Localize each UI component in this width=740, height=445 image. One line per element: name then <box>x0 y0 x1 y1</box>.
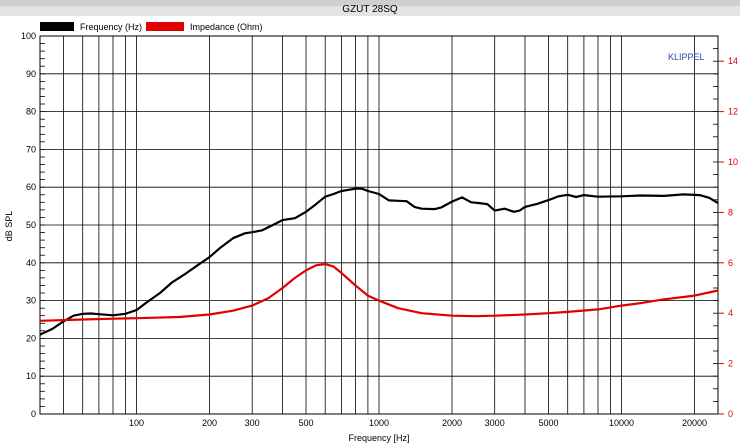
legend-label-impedance: Impedance (Ohm) <box>190 22 263 32</box>
y2-tick-label: 4 <box>728 308 733 318</box>
x-tick-label: 5000 <box>538 418 558 428</box>
y-tick-label: 80 <box>26 107 36 117</box>
y-tick-label: 0 <box>31 409 36 419</box>
frequency-response-line <box>39 187 719 336</box>
x-tick-label: 100 <box>129 418 144 428</box>
window-top-bar <box>0 0 740 16</box>
y2-tick-label: 14 <box>728 56 738 66</box>
legend: Frequency (Hz) Impedance (Ohm) <box>40 22 263 32</box>
y-axis-labels: 0 10 20 30 40 50 60 70 80 90 100 <box>21 31 36 419</box>
y2-tick-label: 12 <box>728 107 738 117</box>
y-tick-label: 100 <box>21 31 36 41</box>
y-tick-label: 60 <box>26 182 36 192</box>
y-tick-label: 40 <box>26 258 36 268</box>
y2-tick-label: 0 <box>728 409 733 419</box>
window-top-fade <box>0 0 740 6</box>
y-axis-title: dB SPL <box>4 211 14 242</box>
legend-label-frequency: Frequency (Hz) <box>80 22 142 32</box>
series-lines <box>39 187 719 336</box>
chart-title: GZUT 28SQ <box>342 4 398 15</box>
x-tick-label: 10000 <box>609 418 634 428</box>
y-tick-label: 70 <box>26 144 36 154</box>
x-tick-label: 20000 <box>682 418 707 428</box>
legend-swatch-impedance <box>146 22 184 31</box>
x-tick-label: 200 <box>202 418 217 428</box>
x-tick-label: 300 <box>245 418 260 428</box>
y2-tick-label: 8 <box>728 207 733 217</box>
y-tick-label: 90 <box>26 69 36 79</box>
brand-label: KLIPPEL <box>668 52 705 62</box>
x-tick-label: 1000 <box>369 418 389 428</box>
y2-tick-label: 10 <box>728 157 738 167</box>
y-tick-label: 20 <box>26 333 36 343</box>
tick-marks <box>40 35 724 415</box>
y2-tick-label: 2 <box>728 359 733 369</box>
x-tick-label: 2000 <box>442 418 462 428</box>
x-axis-labels: 100 200 300 500 1000 2000 3000 5000 10000 20000 <box>129 418 707 428</box>
legend-swatch-frequency <box>40 22 74 31</box>
x-axis-title: Frequency [Hz] <box>348 433 409 443</box>
y-tick-label: 10 <box>26 371 36 381</box>
x-tick-label: 500 <box>298 418 313 428</box>
y-tick-label: 30 <box>26 296 36 306</box>
x-tick-label: 3000 <box>485 418 505 428</box>
impedance-line <box>39 263 719 322</box>
y2-axis-labels: 0 2 4 6 8 10 12 14 <box>728 56 738 419</box>
grid-lines <box>40 35 718 415</box>
y-tick-label: 50 <box>26 220 36 230</box>
y2-tick-label: 6 <box>728 258 733 268</box>
